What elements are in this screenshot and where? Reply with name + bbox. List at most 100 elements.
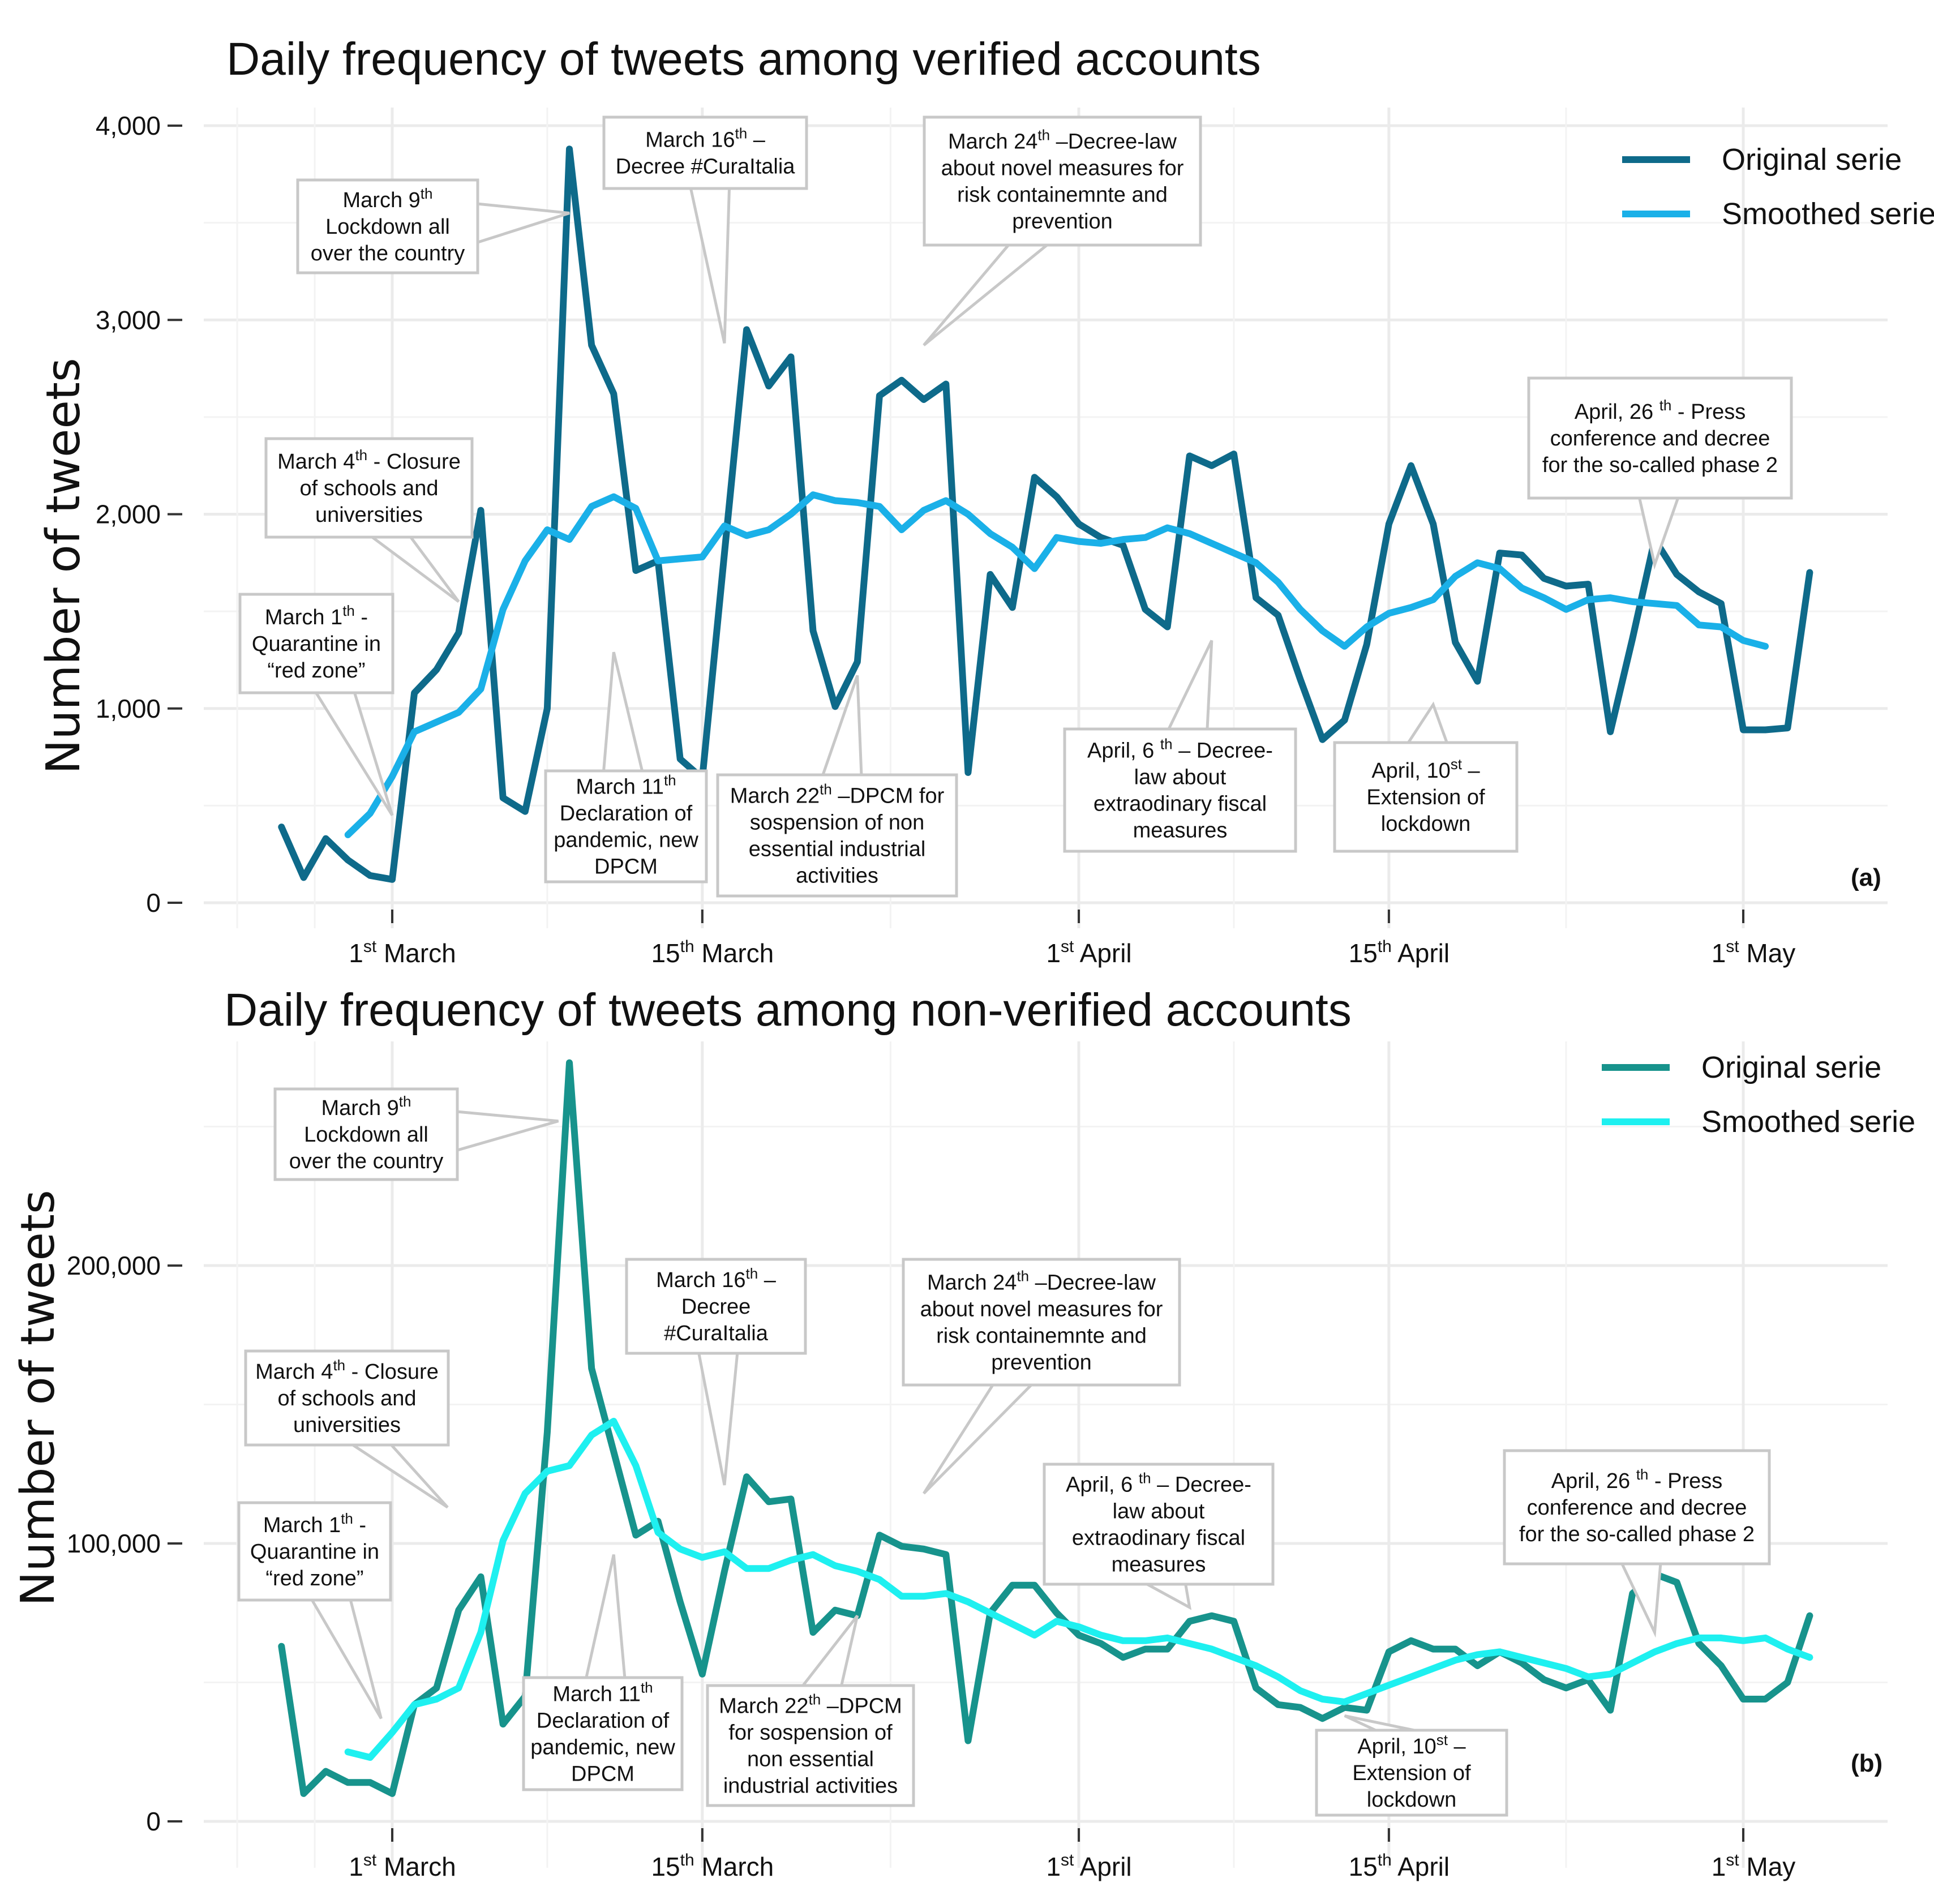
- annotation-text-line: universities: [315, 503, 423, 527]
- annotation: March 24th –Decree-law about novel measur…: [923, 115, 1202, 346]
- legend-b-smoothed-label: Smoothed serie: [1701, 1105, 1915, 1139]
- annotation-text-line: April, 26 th - Press: [1551, 1466, 1723, 1493]
- annotation-text-line: risk containemnte and: [936, 1324, 1147, 1348]
- annotation-text-line: March 24th –Decree-law: [927, 1268, 1156, 1295]
- annotation-box-fill: [247, 1353, 447, 1443]
- annotation-text-line: April, 6 th – Decree-: [1087, 736, 1273, 763]
- annotation-text-line: about novel measures for: [920, 1298, 1163, 1322]
- annotation-text-line: law about: [1134, 766, 1227, 790]
- annotation-text-line: March 22th –DPCM for: [730, 781, 945, 808]
- annotation-box-fill: [606, 119, 805, 187]
- chart-b-x-axis: 1st March 15th March 1st April 15th April 1s…: [349, 1828, 1795, 1881]
- annotation-text-line: of schools and: [277, 1387, 416, 1410]
- annotation-text-line: universities: [293, 1413, 401, 1437]
- annotation-box-fill: [628, 1261, 804, 1352]
- annotation-box-fill: [1530, 380, 1790, 496]
- annotation-text-line: “red zone”: [267, 659, 365, 683]
- chart-a-annotations: March 1th -Quarantine in“red zone”March …: [238, 115, 1793, 898]
- annotation-text-line: March 11th: [576, 772, 676, 799]
- annotation-text-line: March 11th: [552, 1679, 653, 1706]
- annotation-text-line: extraodinary fiscal: [1093, 792, 1267, 816]
- x-tick-label: 15th April: [1349, 937, 1450, 968]
- x-tick-label: 1st March: [349, 1851, 456, 1881]
- annotation: March 9th Lockdown all over the country: [296, 178, 570, 275]
- annotation-text-line: conference and decree: [1527, 1496, 1747, 1520]
- annotation-text-line: extraodinary fiscal: [1072, 1526, 1245, 1550]
- annotation-text-line: pandemic, new: [554, 829, 698, 852]
- annotation-box-fill: [242, 596, 391, 691]
- annotation-text-line: sospension of non: [750, 811, 924, 835]
- annotation-text-line: conference and decree: [1550, 427, 1770, 451]
- x-tick-label: 15th March: [651, 937, 774, 968]
- annotation-text-line: non essential: [747, 1748, 874, 1772]
- annotation: March 11th Declaration of pandemic, new DPC…: [544, 651, 708, 884]
- legend-a-original-label: Original serie: [1722, 143, 1902, 177]
- legend-a-smoothed-label: Smoothed serie: [1722, 197, 1934, 231]
- annotation: March 22th –DPCM for sospension of non ess…: [706, 1615, 915, 1807]
- chart-a-legend: Original serie Smoothed serie: [1622, 143, 1934, 231]
- series-smoothed-line: [344, 491, 1769, 838]
- x-tick-label: 1st May: [1712, 937, 1796, 968]
- annotation-text-line: law about: [1113, 1500, 1205, 1524]
- annotation-text-line: #CuraItalia: [664, 1322, 769, 1345]
- chart-b-legend: Original serie Smoothed serie: [1602, 1050, 1915, 1139]
- annotation-text-line: Declaration of: [560, 802, 693, 826]
- y-tick-label: 0: [146, 888, 161, 917]
- annotation: April, 6 th – Decree-law aboutextraodina…: [1043, 1463, 1275, 1610]
- annotation-text-line: for sospension of: [728, 1721, 893, 1745]
- x-tick-label: 1st April: [1046, 937, 1131, 968]
- annotation-text-line: Decree: [681, 1295, 751, 1319]
- chart-a-ylabel: Number of tweets: [37, 358, 91, 774]
- annotation-text-line: activities: [796, 864, 878, 888]
- annotation-text-line: March 16th –: [656, 1265, 777, 1292]
- y-tick-label: 1,000: [96, 694, 161, 723]
- annotation-text-line: “red zone”: [265, 1567, 363, 1590]
- chart-a-panel-label: (a): [1851, 864, 1881, 891]
- annotation-box-fill: [241, 1504, 389, 1598]
- annotation-text-line: March 22th –DPCM: [719, 1691, 902, 1718]
- annotation-box-fill: [709, 1687, 912, 1804]
- annotation-box-fill: [1046, 1466, 1271, 1583]
- series-original-line: [278, 1059, 1813, 1797]
- annotation-text-line: prevention: [1012, 210, 1112, 234]
- legend-b-original-label: Original serie: [1701, 1050, 1881, 1084]
- annotation-text-line: essential industrial: [749, 838, 926, 861]
- y-tick-label: 2,000: [96, 500, 161, 529]
- annotation-text-line: Extension of: [1352, 1761, 1471, 1785]
- chart-b-y-axis: 0 100,000 200,000: [67, 1251, 182, 1836]
- x-tick-label: 15th March: [651, 1851, 774, 1881]
- annotation-text-line: risk containemnte and: [957, 183, 1168, 207]
- annotation-text-line: March 9th: [321, 1093, 411, 1120]
- x-tick-label: 1st April: [1046, 1851, 1131, 1881]
- annotation: April, 26 th - Press conference and decre…: [1503, 1449, 1771, 1638]
- annotation: March 1th - Quarantine in “red zone”: [237, 1501, 392, 1719]
- annotation-text-line: of schools and: [299, 477, 438, 500]
- annotation: March 24th –Decree-law about novel measur…: [902, 1258, 1181, 1495]
- annotation-text-line: April, 26 th - Press: [1575, 397, 1746, 424]
- annotation-box-fill: [1066, 731, 1294, 850]
- annotation-text-line: measures: [1112, 1553, 1206, 1577]
- annotation: March 11th Declaration of pandemic, new DPC…: [522, 1554, 684, 1791]
- annotation-text-line: lockdown: [1381, 812, 1470, 836]
- annotation-text-line: Quarantine in: [250, 1540, 379, 1564]
- annotation-text-line: over the country: [289, 1150, 443, 1173]
- annotation-box-fill: [1336, 744, 1515, 850]
- annotation-text-line: measures: [1133, 819, 1228, 843]
- annotation: March 22th –DPCM for sospension of non ess…: [716, 675, 958, 898]
- y-tick-label: 3,000: [96, 305, 161, 335]
- y-tick-label: 0: [146, 1807, 161, 1836]
- annotation-box-fill: [299, 182, 476, 271]
- annotation: March 9th Lockdown all over the country: [273, 1087, 559, 1181]
- chart-a-title: Daily frequency of tweets among verified…: [226, 33, 1261, 85]
- series-original-line: [278, 145, 1813, 883]
- annotation-text-line: DPCM: [571, 1763, 634, 1786]
- x-tick-label: 15th April: [1349, 1851, 1450, 1881]
- annotation-text-line: Declaration of: [537, 1709, 670, 1733]
- annotation-box-fill: [268, 440, 470, 535]
- annotation-box-fill: [1506, 1452, 1768, 1562]
- chart-a-x-axis: 1st March 15th March 1st April 15th April 1s…: [349, 910, 1795, 968]
